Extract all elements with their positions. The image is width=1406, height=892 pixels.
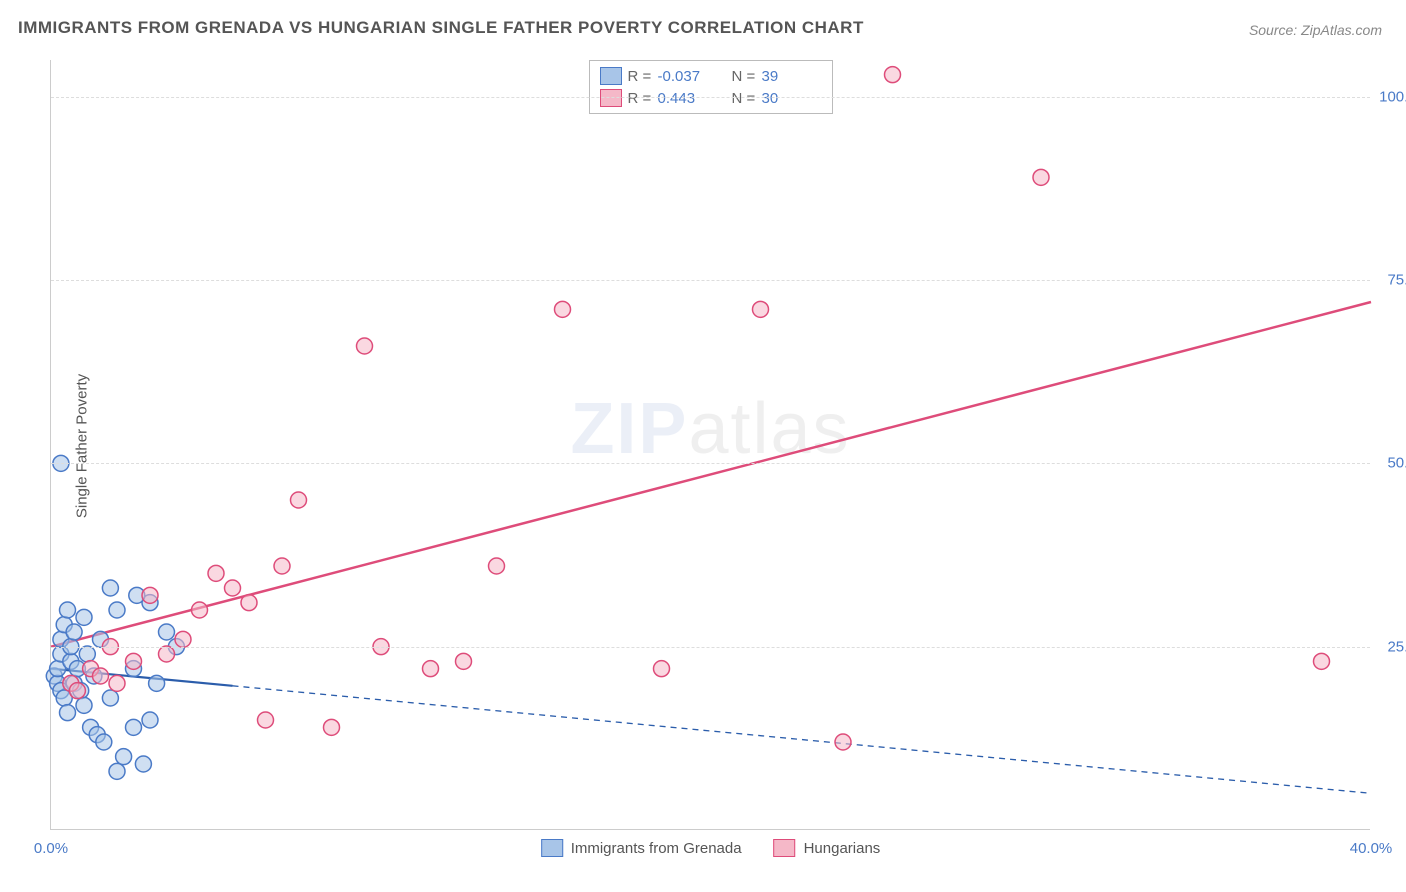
data-point [96,734,112,750]
data-point [116,749,132,765]
n-value-hungarians: 30 [762,90,822,107]
legend-row-grenada: R = -0.037 N = 39 [600,65,822,87]
data-point [192,602,208,618]
data-point [66,624,82,640]
x-tick-label: 40.0% [1350,840,1393,857]
legend-item-grenada: Immigrants from Grenada [541,839,742,857]
swatch-hungarians [774,839,796,857]
r-label: R = [628,68,652,85]
y-tick-label: 25.0% [1387,638,1406,655]
series-name-grenada: Immigrants from Grenada [571,840,742,857]
data-point [753,301,769,317]
r-label: R = [628,90,652,107]
data-point [76,697,92,713]
data-point [1314,653,1330,669]
data-point [109,675,125,691]
swatch-grenada [541,839,563,857]
data-point [142,712,158,728]
data-point [102,580,118,596]
data-point [225,580,241,596]
gridline [51,97,1370,98]
data-point [149,675,165,691]
data-point [126,719,142,735]
chart-svg [51,60,1370,829]
swatch-grenada [600,67,622,85]
source-name: ZipAtlas.com [1301,22,1382,38]
gridline [51,647,1370,648]
data-point [423,661,439,677]
n-value-grenada: 39 [762,68,822,85]
data-point [142,587,158,603]
trend-line-dashed [233,686,1372,794]
data-point [76,609,92,625]
data-point [109,602,125,618]
data-point [79,646,95,662]
data-point [885,67,901,83]
data-point [69,683,85,699]
y-tick-label: 50.0% [1387,455,1406,472]
correlation-legend: R = -0.037 N = 39 R = 0.443 N = 30 [589,60,833,114]
data-point [102,690,118,706]
data-point [357,338,373,354]
x-tick-label: 0.0% [34,840,68,857]
data-point [291,492,307,508]
data-point [324,719,340,735]
data-point [60,602,76,618]
n-label: N = [732,68,756,85]
data-point [456,653,472,669]
chart-container: IMMIGRANTS FROM GRENADA VS HUNGARIAN SIN… [0,0,1406,892]
swatch-hungarians [600,89,622,107]
data-point [258,712,274,728]
legend-item-hungarians: Hungarians [774,839,881,857]
y-tick-label: 75.0% [1387,272,1406,289]
data-point [60,705,76,721]
source-label: Source: [1249,22,1297,38]
r-value-hungarians: 0.443 [658,90,718,107]
series-name-hungarians: Hungarians [804,840,881,857]
r-value-grenada: -0.037 [658,68,718,85]
data-point [175,631,191,647]
data-point [241,595,257,611]
data-point [208,565,224,581]
gridline [51,280,1370,281]
data-point [1033,169,1049,185]
source-attribution: Source: ZipAtlas.com [1249,22,1382,38]
series-legend: Immigrants from Grenada Hungarians [541,839,881,857]
data-point [159,646,175,662]
data-point [109,763,125,779]
legend-row-hungarians: R = 0.443 N = 30 [600,87,822,109]
data-point [93,668,109,684]
data-point [159,624,175,640]
n-label: N = [732,90,756,107]
data-point [835,734,851,750]
data-point [274,558,290,574]
data-point [135,756,151,772]
y-tick-label: 100.0% [1379,88,1406,105]
chart-title: IMMIGRANTS FROM GRENADA VS HUNGARIAN SIN… [18,18,864,38]
data-point [555,301,571,317]
data-point [654,661,670,677]
gridline [51,463,1370,464]
data-point [126,653,142,669]
plot-area: ZIPatlas R = -0.037 N = 39 R = 0.443 N =… [50,60,1370,830]
data-point [489,558,505,574]
